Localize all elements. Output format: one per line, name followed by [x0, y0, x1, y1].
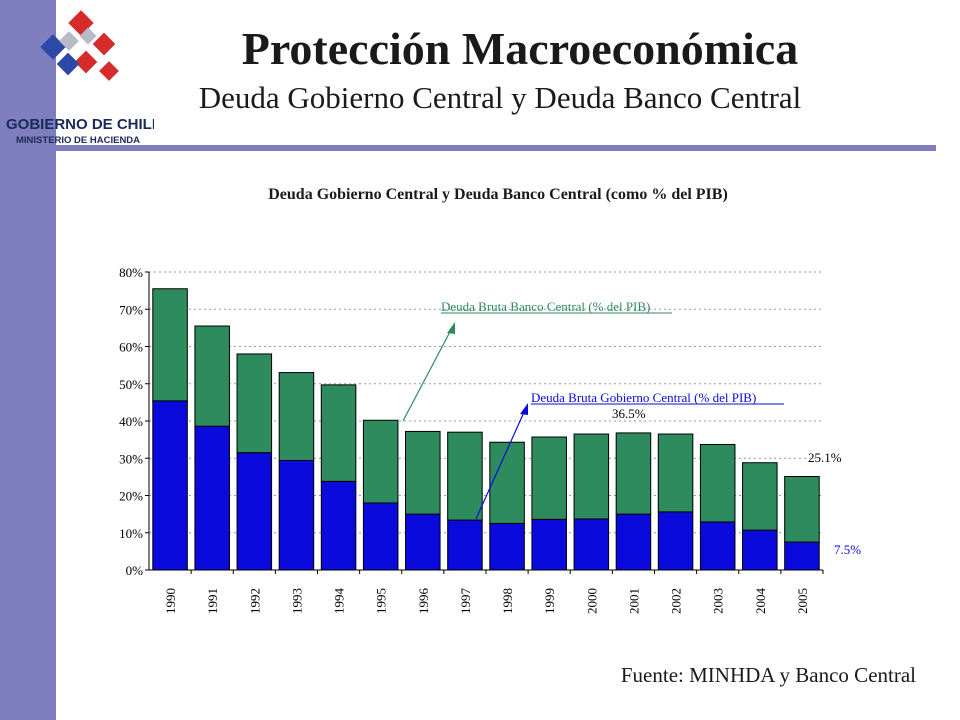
annotation-gobierno-arrowhead [520, 403, 528, 415]
chart-annotations: Deuda Bruta Banco Central (% del PIB) Deu… [402, 299, 861, 557]
bar-banco-1996 [405, 430, 441, 515]
bar-gobierno-2004 [742, 529, 778, 571]
bar-banco-1994 [320, 384, 357, 482]
bar-banco-1992 [236, 353, 273, 454]
y-tick-label: 80% [119, 265, 143, 280]
header-rule [32, 145, 936, 151]
page-title: Protección Macroeconómica [241, 23, 799, 74]
y-tick-label: 0% [126, 563, 144, 578]
source-note: Fuente: MINHDA y Banco Central [620, 663, 916, 687]
bar-banco-2001 [615, 432, 652, 515]
bar-banco-2002 [657, 433, 694, 513]
x-tick-label: 1999 [542, 588, 557, 614]
x-tick-label: 1991 [205, 588, 220, 614]
x-tick-label: 1992 [247, 588, 262, 614]
y-tick-label: 20% [119, 489, 143, 504]
bar-banco-1998 [489, 441, 525, 524]
x-tick-label: 2001 [626, 588, 641, 614]
bar-gobierno-1997 [447, 519, 483, 571]
x-tick-label: 1990 [163, 588, 178, 614]
annotation-banco-arrowhead [447, 322, 455, 334]
gobierno-de-chile-logo: GOBIERNO DE CHILE MINISTERIO DE HACIENDA [4, 6, 162, 146]
x-tick-label: 1993 [289, 588, 304, 614]
chart-title: Deuda Gobierno Central y Deuda Banco Cen… [268, 186, 728, 203]
x-tick-label: 2004 [753, 588, 768, 615]
left-color-band [0, 0, 56, 720]
bar-gobierno-1996 [405, 513, 441, 571]
annotation-36-5: 36.5% [612, 406, 646, 421]
bar-gobierno-1992 [236, 452, 273, 571]
bar-gobierno-1991 [194, 425, 230, 571]
x-tick-label: 1994 [332, 588, 347, 615]
bar-gobierno-1993 [278, 459, 315, 571]
y-tick-label: 60% [119, 340, 143, 355]
annotation-gobierno-arrow [475, 409, 526, 520]
bar-gobierno-2005 [784, 541, 820, 571]
y-tick-label: 10% [119, 526, 143, 541]
bar-banco-1993 [278, 372, 315, 461]
x-tick-label: 1995 [374, 588, 389, 614]
logo-line2: MINISTERIO DE HACIENDA [16, 135, 140, 146]
annotation-gobierno-label: Deuda Bruta Gobierno Central (% del PIB) [531, 390, 756, 405]
bar-gobierno-1995 [362, 502, 399, 571]
bar-banco-1995 [362, 419, 399, 504]
annotation-25-1: 25.1% [808, 450, 842, 465]
logo-graphic: GOBIERNO DE CHILE MINISTERIO DE HACIENDA [6, 10, 162, 146]
bar-banco-2005 [784, 476, 820, 543]
bar-gobierno-1990 [152, 400, 188, 571]
logo-line1: GOBIERNO DE CHILE [6, 116, 154, 133]
bar-banco-2003 [699, 443, 736, 523]
x-tick-label: 2002 [669, 588, 684, 614]
bar-gobierno-2003 [699, 521, 736, 571]
annotation-banco-arrow [402, 327, 453, 422]
bar-banco-1997 [447, 431, 483, 521]
y-tick-label: 70% [119, 302, 143, 317]
bar-gobierno-2000 [573, 518, 610, 571]
x-tick-label: 1996 [416, 588, 431, 615]
x-tick-label: 2005 [795, 588, 810, 614]
bar-banco-1990 [152, 288, 188, 402]
annotation-banco-label: Deuda Bruta Banco Central (% del PIB) [441, 299, 650, 314]
bar-gobierno-1999 [531, 518, 567, 571]
bar-banco-2004 [742, 462, 778, 531]
bar-banco-1991 [194, 325, 230, 427]
bar-banco-1999 [531, 436, 567, 520]
bar-gobierno-1994 [320, 480, 357, 571]
bar-gobierno-2002 [657, 511, 694, 571]
annotation-7-5: 7.5% [834, 542, 861, 557]
bar-gobierno-2001 [615, 513, 652, 571]
y-tick-label: 30% [119, 451, 143, 466]
chart-axes: 0% 10% 20% 30% 40% 50% 60% 70% 80% 1990 1991 1992 19… [119, 265, 824, 615]
bar-banco-2000 [573, 433, 610, 520]
x-tick-label: 1998 [500, 588, 515, 614]
y-tick-label: 50% [119, 377, 143, 392]
x-tick-label: 2003 [711, 588, 726, 614]
page-subtitle: Deuda Gobierno Central y Deuda Banco Cen… [198, 80, 802, 115]
bar-gobierno-1998 [489, 522, 525, 571]
y-tick-label: 40% [119, 414, 143, 429]
chart-bars [152, 288, 820, 571]
x-tick-label: 1997 [458, 588, 473, 615]
x-tick-label: 2000 [584, 588, 599, 614]
